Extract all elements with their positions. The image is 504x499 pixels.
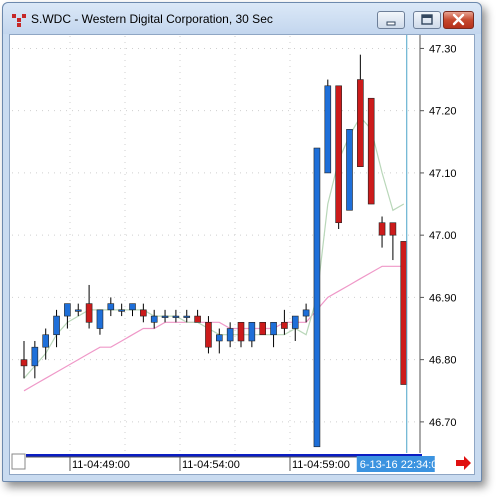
candle-body — [183, 315, 191, 318]
minimize-button[interactable] — [377, 11, 405, 29]
candle-body — [150, 315, 158, 323]
candle-body — [53, 315, 60, 336]
moving-average-slow — [23, 265, 404, 392]
close-button[interactable] — [443, 11, 474, 29]
price-tick-label: 46.80 — [429, 355, 457, 367]
chart-window: S.WDC - Western Digital Corporation, 30 … — [2, 2, 482, 482]
candle-body — [140, 309, 147, 317]
time-tick-label: 11-04:49:00 — [72, 459, 130, 471]
candle-body — [270, 321, 277, 336]
candle-body — [335, 85, 342, 224]
candle-body — [107, 303, 115, 311]
price-tick-label: 47.30 — [429, 43, 457, 55]
candle-body — [400, 241, 408, 385]
candle-body — [291, 315, 299, 329]
time-tick-label: 11-04:59:00 — [292, 459, 350, 471]
candle-body — [259, 321, 266, 336]
candle-body — [248, 321, 256, 342]
time-axis: 11-04:49:00 11-04:54:00 11-04:59:00 6-13-16… — [11, 453, 471, 472]
candle-body — [357, 79, 364, 168]
price-tick-label: 46.70 — [429, 417, 457, 429]
candles — [20, 54, 408, 448]
chart-area[interactable]: 47.30 47.20 47.10 47.00 46.90 46.80 46.70 11-0… — [9, 34, 475, 475]
candle-body — [389, 222, 397, 236]
candle-body — [172, 315, 180, 318]
cursor-date-label: 6-13-16 22:34:00 — [360, 459, 444, 471]
minimize-icon — [386, 21, 396, 26]
price-tick-label: 47.20 — [429, 106, 457, 118]
time-scroll-bar — [26, 454, 422, 457]
chart-grid — [12, 35, 421, 453]
candle-body — [205, 321, 212, 348]
candle-body — [226, 328, 234, 342]
close-icon — [452, 13, 465, 26]
candle-body — [346, 129, 353, 211]
candle-body — [74, 309, 82, 312]
candle-body — [42, 334, 50, 348]
candle-body — [216, 334, 223, 342]
candle-body — [237, 321, 245, 342]
candle-body — [194, 315, 201, 323]
candle-body — [302, 309, 310, 317]
maximize-icon — [421, 14, 433, 25]
candle-body — [324, 85, 332, 174]
candle-body — [378, 222, 386, 236]
candle-body — [161, 315, 169, 318]
candle-body — [129, 303, 136, 311]
price-chart[interactable]: 47.30 47.20 47.10 47.00 46.90 46.80 46.70 11-0… — [10, 35, 474, 474]
candle-body — [96, 309, 104, 329]
candle-body — [31, 346, 39, 367]
window-title: S.WDC - Western Digital Corporation, 30 … — [31, 12, 273, 26]
candle-body — [20, 359, 28, 367]
scroll-left-box — [11, 453, 26, 470]
cursor-date-box — [356, 456, 435, 472]
candle-body — [85, 303, 93, 323]
price-axis: 47.30 47.20 47.10 47.00 46.90 46.80 46.70 — [420, 43, 457, 429]
candle-body — [64, 303, 71, 317]
candle-body — [281, 321, 288, 329]
candle-body — [313, 147, 321, 448]
scroll-right-arrow-icon[interactable] — [456, 456, 471, 470]
price-tick-label: 47.10 — [429, 168, 457, 180]
candle-body — [118, 309, 125, 312]
maximize-button[interactable] — [413, 11, 441, 29]
candle-body — [367, 97, 375, 205]
time-tick-label: 11-04:54:00 — [182, 459, 240, 471]
price-tick-label: 46.90 — [429, 292, 457, 304]
price-tick-label: 47.00 — [429, 230, 457, 242]
chart-app-icon — [12, 14, 26, 27]
title-bar[interactable]: S.WDC - Western Digital Corporation, 30 … — [3, 3, 481, 34]
